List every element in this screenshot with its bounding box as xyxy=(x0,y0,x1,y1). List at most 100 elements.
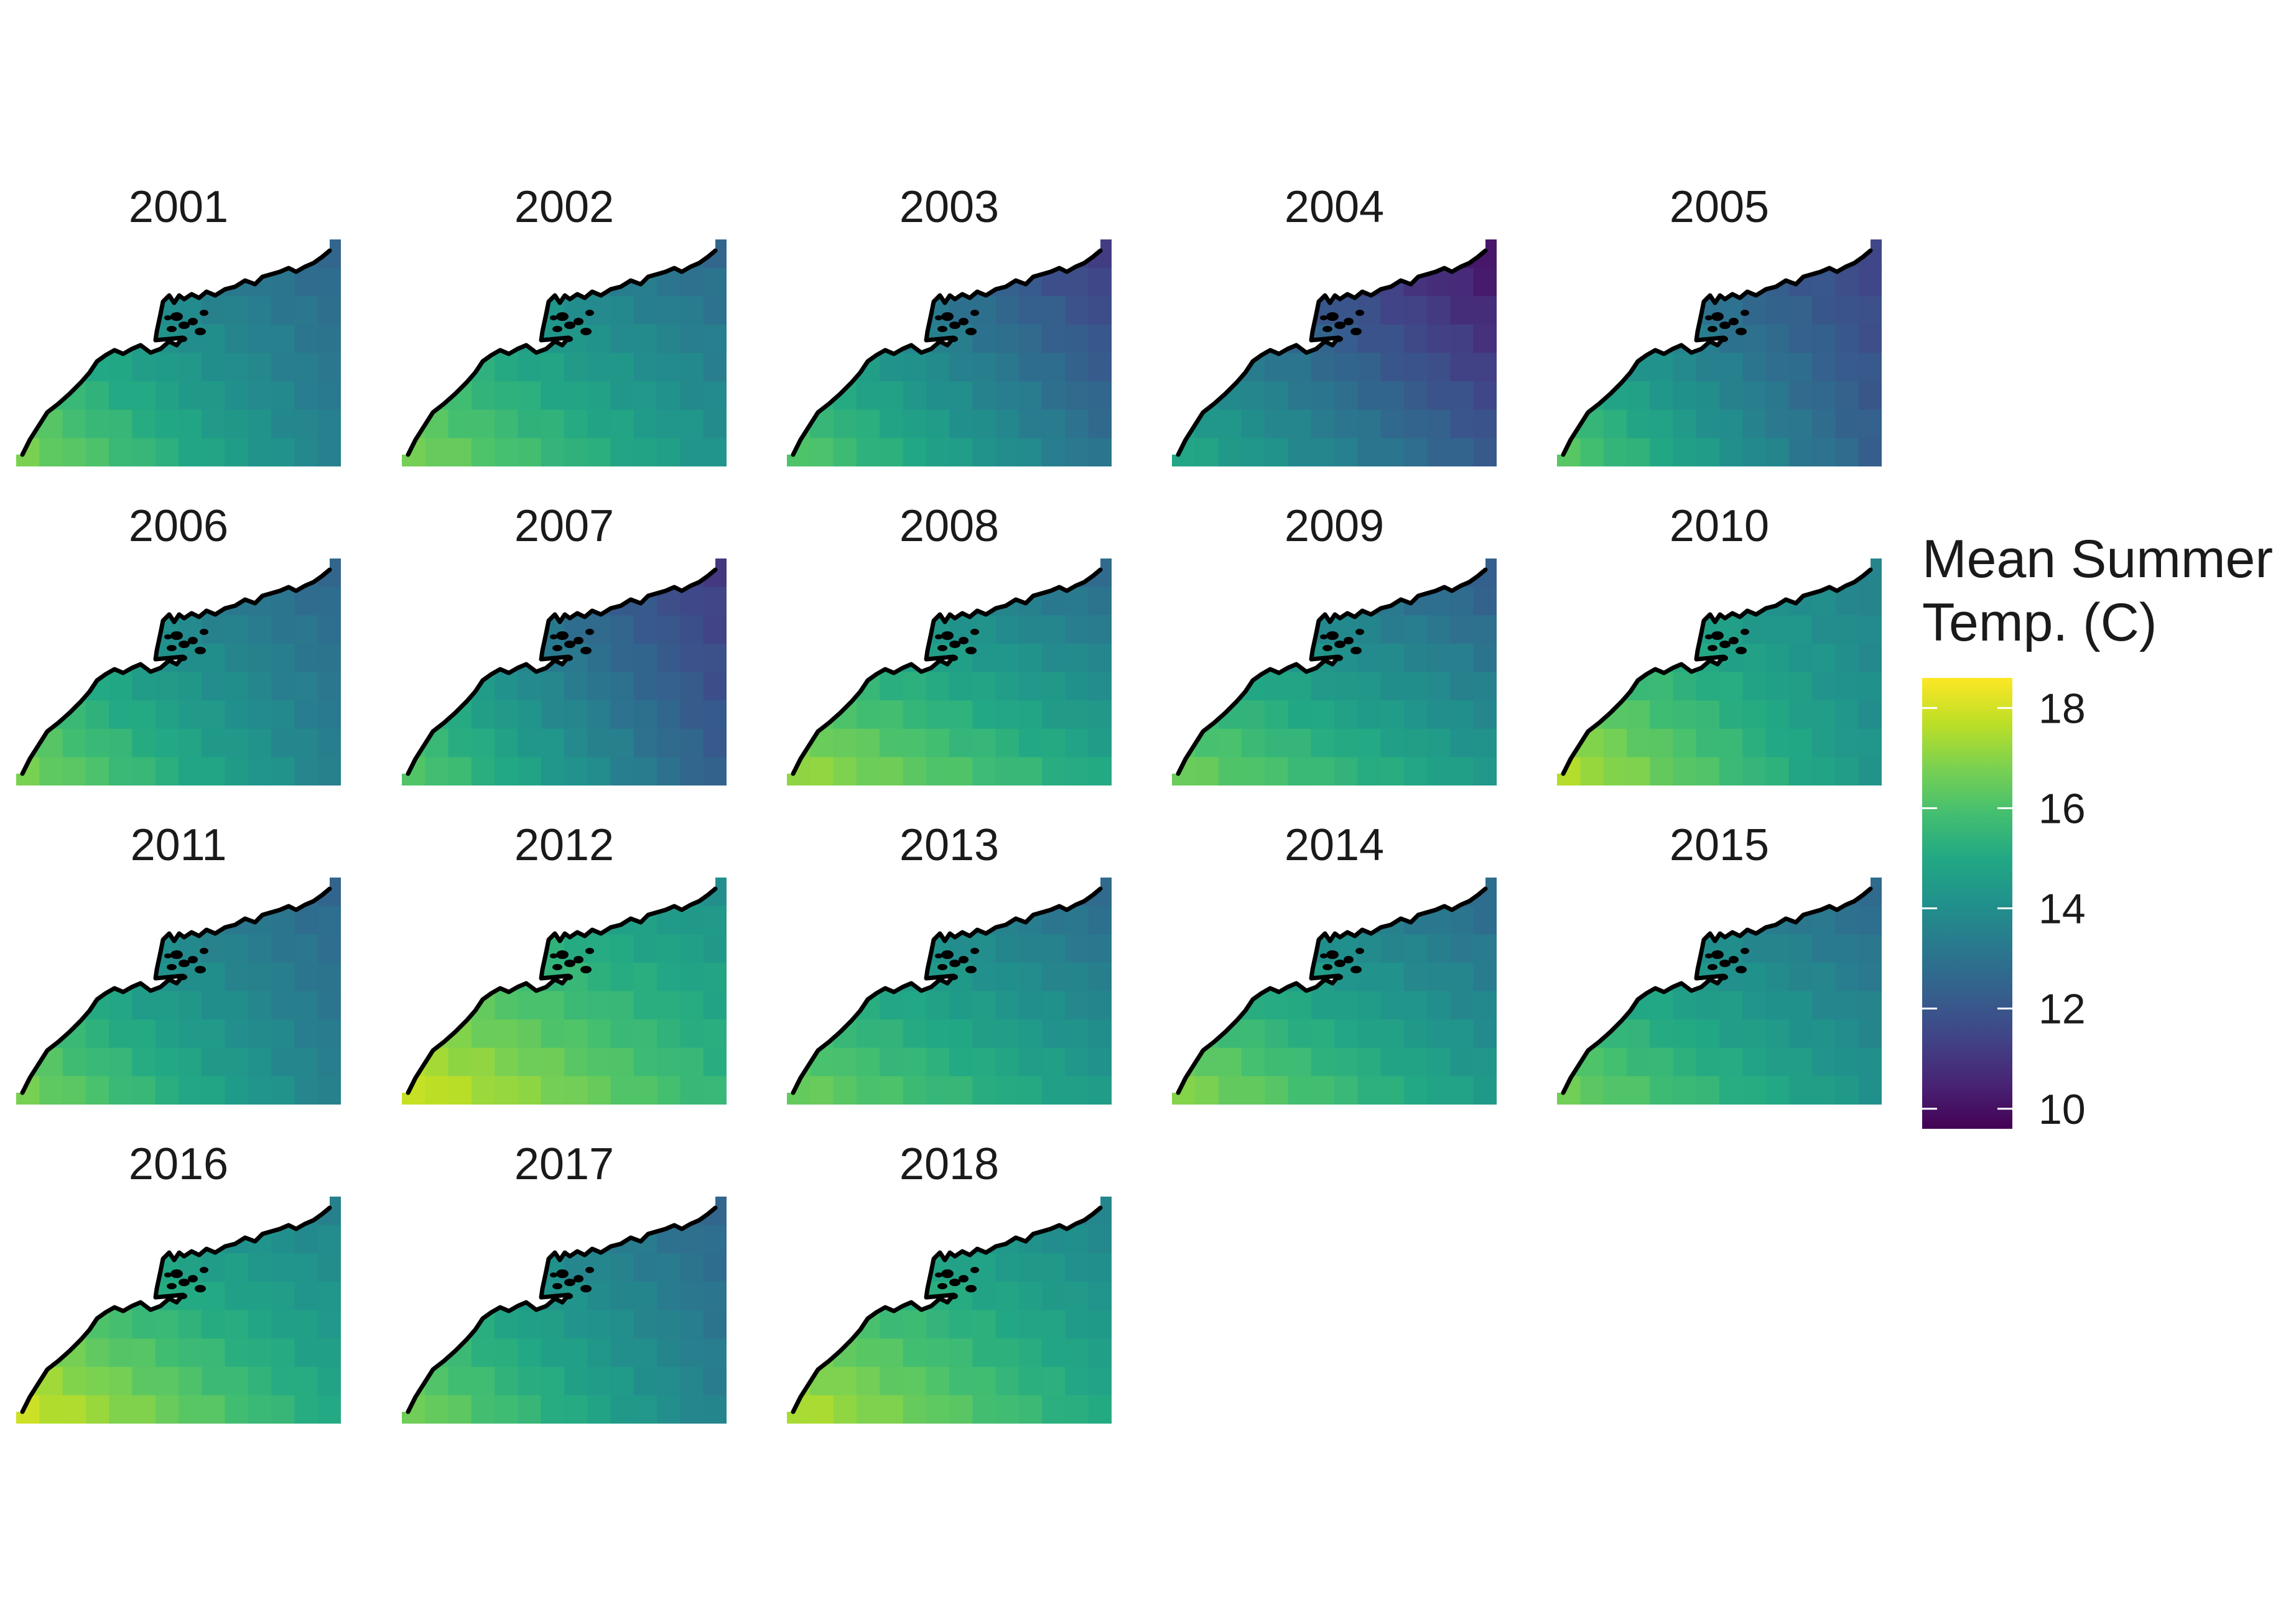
temperature-cell xyxy=(1473,728,1497,758)
temperature-cell xyxy=(1450,438,1474,466)
facet-panel-2011: 2011 xyxy=(16,820,341,1105)
temperature-cell xyxy=(1719,991,1743,1020)
temperature-cell xyxy=(1018,324,1043,354)
island xyxy=(1344,637,1354,644)
temperature-cell xyxy=(132,438,156,466)
temperature-cell xyxy=(1218,757,1242,786)
island xyxy=(580,1285,592,1292)
temperature-cell xyxy=(1288,672,1312,701)
temperature-cell xyxy=(657,1019,681,1049)
temperature-cell xyxy=(448,1047,472,1077)
temperature-cell xyxy=(1603,728,1627,758)
island xyxy=(164,953,172,958)
island xyxy=(164,634,172,639)
temperature-cell xyxy=(179,353,202,382)
temperature-cell xyxy=(926,728,950,758)
island xyxy=(965,328,977,335)
temperature-cell xyxy=(202,381,226,410)
temperature-cell xyxy=(564,409,588,438)
island xyxy=(1741,948,1749,954)
temperature-cell xyxy=(471,1076,495,1105)
temperature-cell xyxy=(856,1366,880,1396)
temperature-cell xyxy=(1719,381,1743,410)
colorbar-tick-label: 14 xyxy=(2038,886,2086,933)
land-mask xyxy=(402,878,715,1093)
island xyxy=(1719,322,1731,329)
temperature-cell xyxy=(248,1076,272,1105)
temperature-cell xyxy=(1065,1281,1089,1311)
temperature-cell xyxy=(248,1281,272,1311)
temperature-cell xyxy=(202,353,226,382)
temperature-cell xyxy=(248,296,272,325)
island xyxy=(564,960,575,967)
facet-year-label: 2009 xyxy=(1285,501,1384,551)
temperature-cell xyxy=(1812,728,1836,758)
temperature-cell xyxy=(1812,296,1836,325)
island xyxy=(1334,641,1346,648)
temperature-cell xyxy=(1065,353,1089,382)
temperature-cell xyxy=(541,728,565,758)
temperature-cell xyxy=(703,1310,727,1339)
temperature-cell xyxy=(495,1076,519,1105)
temperature-cell xyxy=(1357,700,1382,730)
temperature-cell xyxy=(271,615,295,644)
temperature-cell xyxy=(856,1338,880,1368)
temperature-cell xyxy=(680,1019,704,1049)
temperature-cell xyxy=(1042,1366,1066,1396)
temperature-cell xyxy=(155,672,179,701)
temperature-cell xyxy=(633,643,658,673)
temperature-cell xyxy=(610,438,634,466)
land-mask xyxy=(16,558,330,774)
temperature-cell xyxy=(680,409,704,438)
temperature-cell xyxy=(880,381,904,410)
temperature-cell xyxy=(1812,643,1836,673)
temperature-cell xyxy=(610,615,634,644)
temperature-cell xyxy=(317,1310,341,1339)
temperature-cell xyxy=(657,1076,681,1105)
temperature-cell xyxy=(109,381,133,410)
temperature-cell xyxy=(1719,1076,1743,1105)
temperature-cell xyxy=(225,728,249,758)
temperature-cell xyxy=(1765,1076,1790,1105)
temperature-cell xyxy=(1018,1253,1043,1282)
temperature-cell xyxy=(518,381,542,410)
island xyxy=(1334,322,1346,329)
temperature-cell xyxy=(1858,962,1882,992)
temperature-cell xyxy=(155,381,179,410)
temperature-cell xyxy=(657,991,681,1020)
temperature-cell xyxy=(903,991,927,1020)
temperature-cell xyxy=(703,267,727,297)
temperature-cell xyxy=(1088,409,1112,438)
island xyxy=(574,1275,583,1282)
temperature-cell xyxy=(202,1281,226,1311)
temperature-cell xyxy=(294,757,318,786)
temperature-cell xyxy=(703,1225,727,1254)
temperature-cell xyxy=(109,1310,133,1339)
temperature-cell xyxy=(703,1019,727,1049)
island xyxy=(949,1279,960,1286)
temperature-cell xyxy=(1088,1395,1112,1424)
temperature-cell xyxy=(926,381,950,410)
temperature-cell xyxy=(903,1366,927,1396)
temperature-cell xyxy=(1018,700,1043,730)
temperature-cell xyxy=(271,438,295,466)
temperature-cell xyxy=(1450,381,1474,410)
temperature-cell xyxy=(1334,409,1358,438)
island xyxy=(164,1272,172,1277)
temperature-cell xyxy=(1450,1076,1474,1105)
facet-panel-2017: 2017 xyxy=(402,1139,727,1424)
temperature-cell xyxy=(317,962,341,992)
temperature-cell xyxy=(541,1395,565,1424)
temperature-cell xyxy=(471,1366,495,1396)
temperature-cell xyxy=(1265,1047,1289,1077)
coastline xyxy=(406,248,718,457)
temperature-cell xyxy=(109,1019,133,1049)
temperature-cell xyxy=(471,409,495,438)
island xyxy=(195,647,206,654)
coastline xyxy=(406,886,718,1095)
temperature-cell xyxy=(271,991,295,1020)
temperature-cell xyxy=(317,409,341,438)
temperature-cell xyxy=(1719,757,1743,786)
temperature-cell xyxy=(810,438,834,466)
temperature-cell xyxy=(880,1395,904,1424)
